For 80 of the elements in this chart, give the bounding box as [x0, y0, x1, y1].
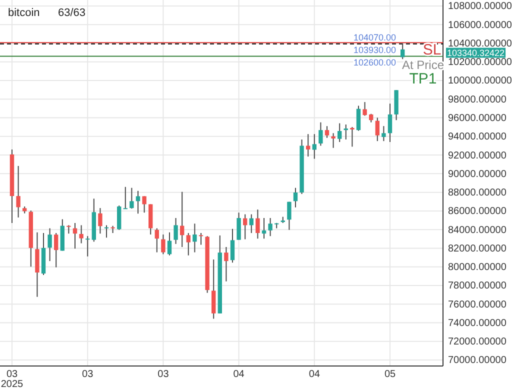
- candlestick: [72, 222, 78, 250]
- y-tick-label: 108000.00000: [448, 1, 512, 12]
- candlestick: [161, 234, 166, 255]
- candlestick: [331, 132, 336, 148]
- candlestick: [186, 232, 190, 256]
- candlestick: [48, 228, 52, 262]
- annotation: TP1: [409, 70, 437, 88]
- candlestick: [142, 196, 146, 214]
- candlestick: [243, 214, 248, 240]
- candlestick: [35, 232, 40, 298]
- candlestick: [350, 126, 354, 148]
- x-tick-label: 03: [82, 369, 94, 380]
- candlestick: [86, 236, 90, 257]
- candlestick: [192, 223, 197, 253]
- y-tick-label: 88000.00000: [448, 188, 507, 199]
- y-tick-label: 94000.00000: [448, 132, 507, 143]
- y-tick-label: 82000.00000: [448, 243, 507, 254]
- candlestick: [174, 218, 178, 244]
- candlestick: [338, 122, 342, 143]
- candlestick: [180, 191, 184, 248]
- candlestick: [400, 42, 405, 60]
- y-tick-label: 96000.00000: [448, 112, 507, 124]
- x-tick-label: 05: [384, 369, 396, 380]
- text: 103340.32422: [447, 48, 505, 58]
- candlestick: [136, 190, 140, 214]
- y-tick-label: 92000.00000: [448, 150, 507, 162]
- candlestick: [224, 246, 228, 282]
- y-tick-label: 72000.00000: [448, 336, 507, 348]
- annotation: SL: [422, 42, 442, 59]
- candlestick: [212, 258, 216, 320]
- y-tick-label: 76000.00000: [448, 299, 507, 310]
- y-tick-label: 86000.00000: [448, 206, 507, 218]
- ref-line-label: 103930.00: [353, 44, 396, 55]
- candlestick: [98, 208, 102, 234]
- ref-line-label: 104070.00: [353, 32, 396, 43]
- candlestick: [54, 232, 58, 268]
- candlestick: [293, 187, 298, 208]
- candlestick: [375, 117, 380, 142]
- y-tick-label: 80000.00000: [448, 262, 507, 274]
- candlestick: [123, 186, 128, 210]
- candlestick: [388, 103, 392, 143]
- candlestick: [236, 212, 241, 240]
- y-tick-label: 70000.00000: [448, 355, 507, 366]
- y-tick-label: 100000.00000: [448, 76, 512, 87]
- candlestick: [249, 214, 254, 234]
- candlestick: [362, 102, 367, 116]
- chart-subtitle: 63/63: [58, 7, 86, 19]
- candlestick: [79, 224, 84, 244]
- candlestick: [256, 209, 260, 240]
- y-tick-label: 74000.00000: [448, 318, 507, 329]
- x-tick-label: 04: [233, 369, 245, 380]
- y-tick-label: 78000.00000: [448, 280, 507, 292]
- y-tick-label: 98000.00000: [448, 94, 507, 106]
- candlestick: [382, 126, 386, 142]
- candlestick: [268, 218, 272, 237]
- candlestick: [16, 165, 20, 218]
- candlestick: [324, 126, 330, 138]
- candlestick: [154, 228, 159, 253]
- candlestick: [167, 232, 172, 256]
- candlestick: [130, 187, 134, 210]
- candlestick: [306, 134, 310, 158]
- y-tick-label: 106000.00000: [448, 20, 512, 31]
- y-tick-label: 104000.00000: [448, 38, 512, 50]
- candlestick: [287, 201, 292, 230]
- ref-line-label: 102600.00: [353, 57, 396, 68]
- y-tick-label: 90000.00000: [448, 168, 507, 180]
- candlestick: [312, 134, 316, 160]
- candlestick: [262, 218, 266, 240]
- candlestick: [230, 228, 235, 264]
- candlestick: [318, 122, 323, 146]
- x-tick-label: 03 2025: [0, 369, 24, 390]
- x-tick-label: 03: [158, 369, 170, 380]
- y-tick-label: 102000.00000: [448, 57, 512, 68]
- x-tick-label: 04: [308, 369, 320, 380]
- candlestick: [117, 205, 122, 230]
- candlestick: [198, 232, 204, 246]
- candlestick: [104, 224, 109, 238]
- chart-title: bitcoin: [8, 7, 40, 19]
- y-tick-label: 84000.00000: [448, 224, 507, 236]
- candlestick: [356, 105, 361, 132]
